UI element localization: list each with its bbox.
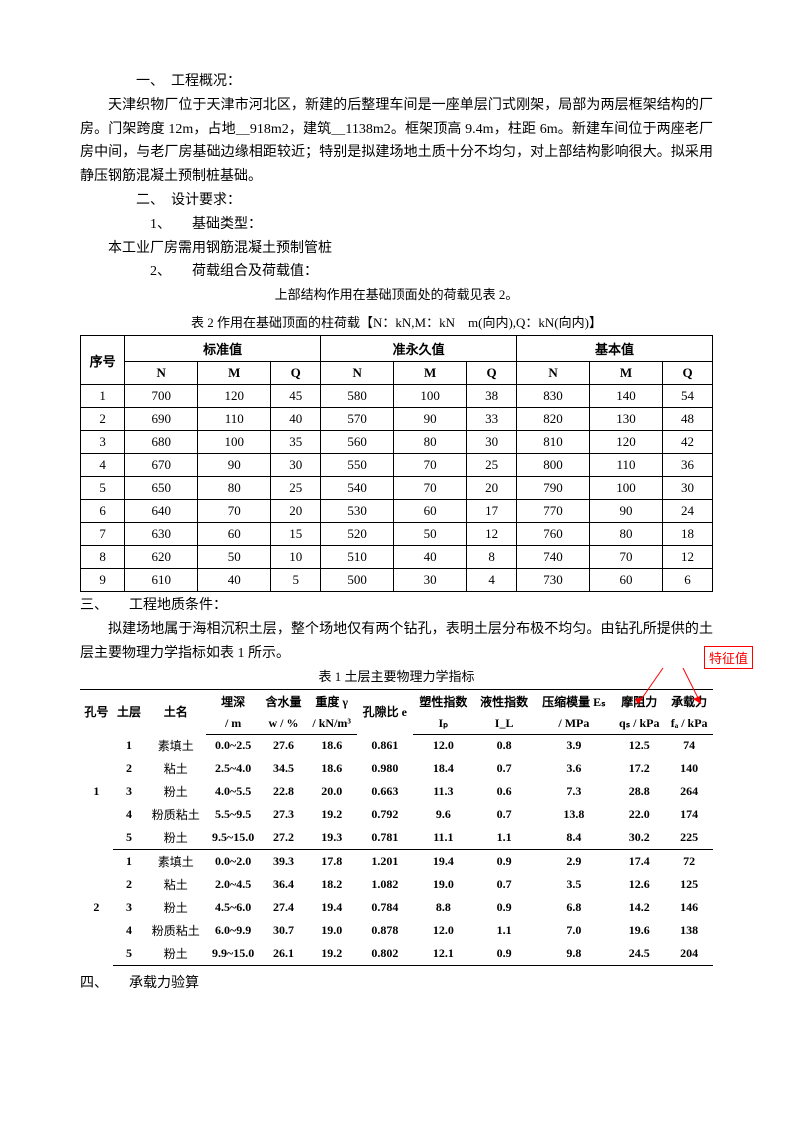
table1: 孔号土层土名埋深含水量重度 γ孔隙比 e塑性指数液性指数压缩模量 Eₛ摩阻力承载… <box>80 689 713 967</box>
section-2-item1-body: 本工业厂房需用钢筋混凝土预制管桩 <box>80 237 713 261</box>
table-row: 4粉质粘土6.0~9.930.719.00.87812.01.17.019.61… <box>80 919 713 942</box>
table-row: 1700120455801003883014054 <box>81 385 713 408</box>
table-row: 5粉土9.5~15.027.219.30.78111.11.18.430.222… <box>80 826 713 850</box>
table-row: 9610405500304730606 <box>81 569 713 592</box>
table-row: 46709030550702580011036 <box>81 454 713 477</box>
section-2-item2-body: 上部结构作用在基础顶面处的荷载见表 2。 <box>80 284 713 306</box>
table-row: 3粉土4.0~5.522.820.00.66311.30.67.328.8264 <box>80 780 713 803</box>
table2-caption: 表 2 作用在基础顶面的柱荷载【N：kN,M：kN m(向内),Q：kN(向内)… <box>80 312 713 331</box>
section-4-heading: 四、 承载力验算 <box>80 972 713 996</box>
table1-caption: 表 1 土层主要物理力学指标 <box>80 666 713 685</box>
table-row: 2粘土2.0~4.536.418.21.08219.00.73.512.6125 <box>80 873 713 896</box>
table-row: 2粘土2.5~4.034.518.60.98018.40.73.617.2140 <box>80 757 713 780</box>
table-row: 4粉质粘土5.5~9.527.319.20.7929.60.713.822.01… <box>80 803 713 826</box>
table-row: 11素填土0.0~2.527.618.60.86112.00.83.912.57… <box>80 734 713 757</box>
section-2-heading: 二、 设计要求： <box>80 189 713 213</box>
table-row: 368010035560803081012042 <box>81 431 713 454</box>
section-3-body: 拟建场地属于海相沉积土层，整个场地仅有两个钻孔，表明土层分布极不均匀。由钻孔所提… <box>80 618 713 666</box>
section-2-item2: 2、 荷载组合及荷载值： <box>80 260 713 284</box>
table-row: 862050105104087407012 <box>81 546 713 569</box>
table2: 序号标准值准永久值基本值NMQNMQNMQ1700120455801003883… <box>80 335 713 592</box>
section-1-body: 天津织物厂位于天津市河北区，新建的后整理车间是一座单层门式刚架，局部为两层框架结… <box>80 94 713 189</box>
table-row: 56508025540702079010030 <box>81 477 713 500</box>
table-row: 5粉土9.9~15.026.119.20.80212.10.99.824.520… <box>80 942 713 966</box>
section-1-heading: 一、 工程概况： <box>80 70 713 94</box>
table-row: 21素填土0.0~2.039.317.81.20119.40.92.917.47… <box>80 850 713 874</box>
table-row: 3粉土4.5~6.027.419.40.7848.80.96.814.2146 <box>80 896 713 919</box>
table-row: 269011040570903382013048 <box>81 408 713 431</box>
section-2-item1: 1、 基础类型： <box>80 213 713 237</box>
callout-box: 特征值 <box>704 646 753 669</box>
table-row: 7630601552050127608018 <box>81 523 713 546</box>
table-row: 6640702053060177709024 <box>81 500 713 523</box>
section-3-heading: 三、 工程地质条件： <box>80 594 713 618</box>
